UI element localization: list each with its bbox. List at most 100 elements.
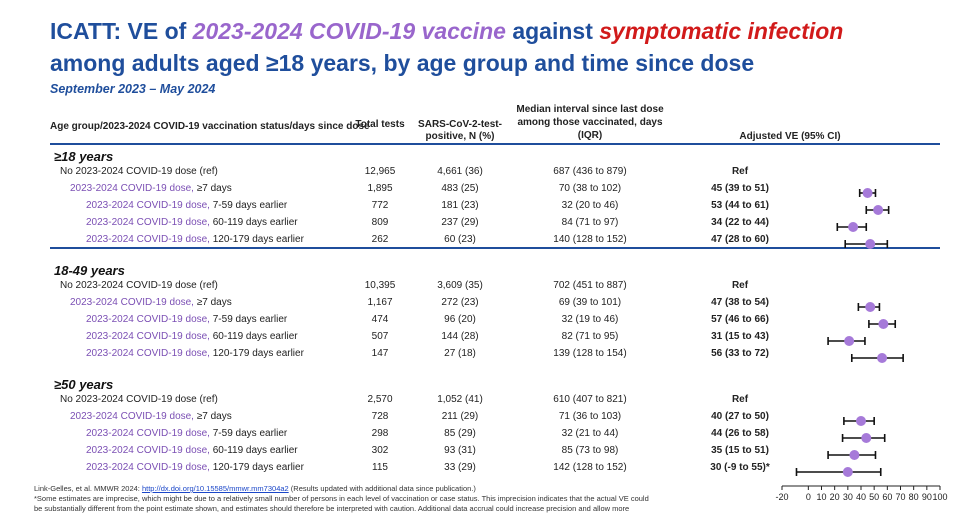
x-tick-label: 60 <box>882 492 892 500</box>
adjusted-ve-cell: 47 (28 to 60) <box>711 234 769 245</box>
vaccine-dose-label: 2023-2024 COVID-19 dose, <box>86 331 210 342</box>
citation-suffix: (Results updated with additional data si… <box>288 484 476 493</box>
status-label: No 2023-2024 COVID-19 dose (ref) <box>60 166 218 177</box>
median-interval-cell: 32 (20 to 46) <box>561 200 619 211</box>
header-total-tests: Total tests <box>355 119 405 130</box>
median-interval-cell: 70 (38 to 102) <box>558 183 622 194</box>
vaccine-dose-label: 2023-2024 COVID-19 dose, <box>70 183 194 194</box>
x-tick-label: 90 <box>922 492 932 500</box>
adjusted-ve-cell: 47 (38 to 54) <box>711 297 769 308</box>
row-label: 2023-2024 COVID-19 dose, 120-179 days ea… <box>86 348 304 359</box>
median-interval-cell: 687 (436 to 879) <box>553 166 627 177</box>
ve-point <box>873 205 884 215</box>
page-subtitle: September 2023 – May 2024 <box>50 82 216 96</box>
row-label: No 2023-2024 COVID-19 dose (ref) <box>60 166 218 177</box>
positive-cell: 211 (29) <box>441 411 479 422</box>
median-interval-cell: 71 (36 to 103) <box>558 411 622 422</box>
median-interval-cell: 69 (39 to 101) <box>558 297 622 308</box>
adjusted-ve-cell: 57 (46 to 66) <box>711 314 769 325</box>
x-tick-label: 80 <box>909 492 919 500</box>
group-heading: ≥50 years <box>54 377 114 392</box>
x-tick-label: 50 <box>869 492 879 500</box>
total-tests-cell: 147 <box>371 348 389 359</box>
ve-point <box>849 450 860 460</box>
header-adjusted-ve: Adjusted VE (95% CI) <box>739 131 841 142</box>
x-tick-label: 0 <box>806 492 811 500</box>
median-interval-cell: 32 (19 to 46) <box>561 314 619 325</box>
ve-point <box>865 302 876 312</box>
row-label: 2023-2024 COVID-19 dose, 7-59 days earli… <box>86 314 287 325</box>
title-outcome-highlight: symptomatic infection <box>599 18 844 44</box>
total-tests-cell: 1,167 <box>367 297 393 308</box>
footnote: Link-Gelles, et al. MMWR 2024: http://dx… <box>34 484 649 514</box>
vaccine-dose-label: 2023-2024 COVID-19 dose, <box>70 411 194 422</box>
total-tests-cell: 115 <box>372 462 388 473</box>
group-divider <box>50 247 940 249</box>
status-label: 120-179 days earlier <box>209 462 304 473</box>
status-label: ≥7 days <box>193 411 232 422</box>
ve-point <box>842 467 853 477</box>
total-tests-cell: 10,395 <box>364 280 396 291</box>
ve-point <box>856 416 866 426</box>
status-label: 120-179 days earlier <box>209 348 304 359</box>
page-title-line2: among adults aged ≥18 years, by age grou… <box>50 50 755 76</box>
ve-point <box>865 239 876 249</box>
total-tests-cell: 2,570 <box>367 394 393 405</box>
header-group-status: Age group/2023-2024 COVID-19 vaccination… <box>50 121 370 132</box>
citation-link[interactable]: http://dx.doi.org/10.15585/mmwr.mm7304a2 <box>141 484 289 493</box>
positive-cell: 181 (23) <box>441 200 479 211</box>
positive-cell: 96 (20) <box>444 314 476 325</box>
ve-point <box>848 222 859 232</box>
total-tests-cell: 302 <box>371 445 389 456</box>
total-tests-cell: 262 <box>371 234 389 245</box>
header-median-interval: Median interval since last dose among th… <box>516 104 664 141</box>
status-label: 7-59 days earlier <box>209 200 288 211</box>
adjusted-ve-cell: 40 (27 to 50) <box>711 411 769 422</box>
adjusted-ve-cell: 34 (22 to 44) <box>711 217 769 228</box>
status-label: 7-59 days earlier <box>209 428 288 439</box>
status-label: 60-119 days earlier <box>209 445 298 456</box>
footnote-line3: be substantially different from the poin… <box>34 504 630 513</box>
positive-cell: 93 (31) <box>444 445 476 456</box>
citation-prefix: Link-Gelles, et al. MMWR 2024: <box>34 484 142 493</box>
median-interval-cell: 140 (128 to 152) <box>553 234 627 245</box>
positive-cell: 483 (25) <box>441 183 479 194</box>
vaccine-dose-label: 2023-2024 COVID-19 dose, <box>86 200 210 211</box>
title-part3: against <box>505 18 600 44</box>
x-tick-label: 70 <box>895 492 905 500</box>
vaccine-dose-label: 2023-2024 COVID-19 dose, <box>70 297 194 308</box>
positive-cell: 272 (23) <box>441 297 479 308</box>
row-label: 2023-2024 COVID-19 dose, 60-119 days ear… <box>86 445 298 456</box>
ve-point <box>862 188 873 198</box>
vaccine-dose-label: 2023-2024 COVID-19 dose, <box>86 234 210 245</box>
group-heading: ≥18 years <box>54 149 114 164</box>
adjusted-ve-cell: 44 (26 to 58) <box>711 428 769 439</box>
median-interval-cell: 610 (407 to 821) <box>553 394 627 405</box>
median-interval-cell: 142 (128 to 152) <box>553 462 627 473</box>
x-tick-label: 40 <box>856 492 866 500</box>
x-tick-label: 20 <box>830 492 840 500</box>
positive-cell: 60 (23) <box>444 234 476 245</box>
status-label: ≥7 days <box>193 183 232 194</box>
positive-cell: 33 (29) <box>444 462 476 473</box>
status-label: No 2023-2024 COVID-19 dose (ref) <box>60 394 218 405</box>
ve-point <box>861 433 872 443</box>
median-interval-cell: 85 (73 to 98) <box>561 445 619 456</box>
adjusted-ve-cell: 56 (33 to 72) <box>711 348 769 359</box>
row-label: 2023-2024 COVID-19 dose, ≥7 days <box>70 183 232 194</box>
vaccine-dose-label: 2023-2024 COVID-19 dose, <box>86 348 210 359</box>
total-tests-cell: 809 <box>371 217 389 228</box>
status-label: No 2023-2024 COVID-19 dose (ref) <box>60 280 218 291</box>
row-label: 2023-2024 COVID-19 dose, ≥7 days <box>70 411 232 422</box>
x-tick-label: -20 <box>775 492 788 500</box>
positive-cell: 4,661 (36) <box>437 166 483 177</box>
positive-cell: 237 (29) <box>441 217 479 228</box>
ve-point <box>878 319 889 329</box>
total-tests-cell: 298 <box>371 428 389 439</box>
total-tests-cell: 728 <box>371 411 389 422</box>
row-label: 2023-2024 COVID-19 dose, 7-59 days earli… <box>86 200 287 211</box>
ve-point <box>844 336 855 346</box>
row-label: 2023-2024 COVID-19 dose, ≥7 days <box>70 297 232 308</box>
status-label: 60-119 days earlier <box>209 217 298 228</box>
x-tick-label: 100 <box>932 492 947 500</box>
